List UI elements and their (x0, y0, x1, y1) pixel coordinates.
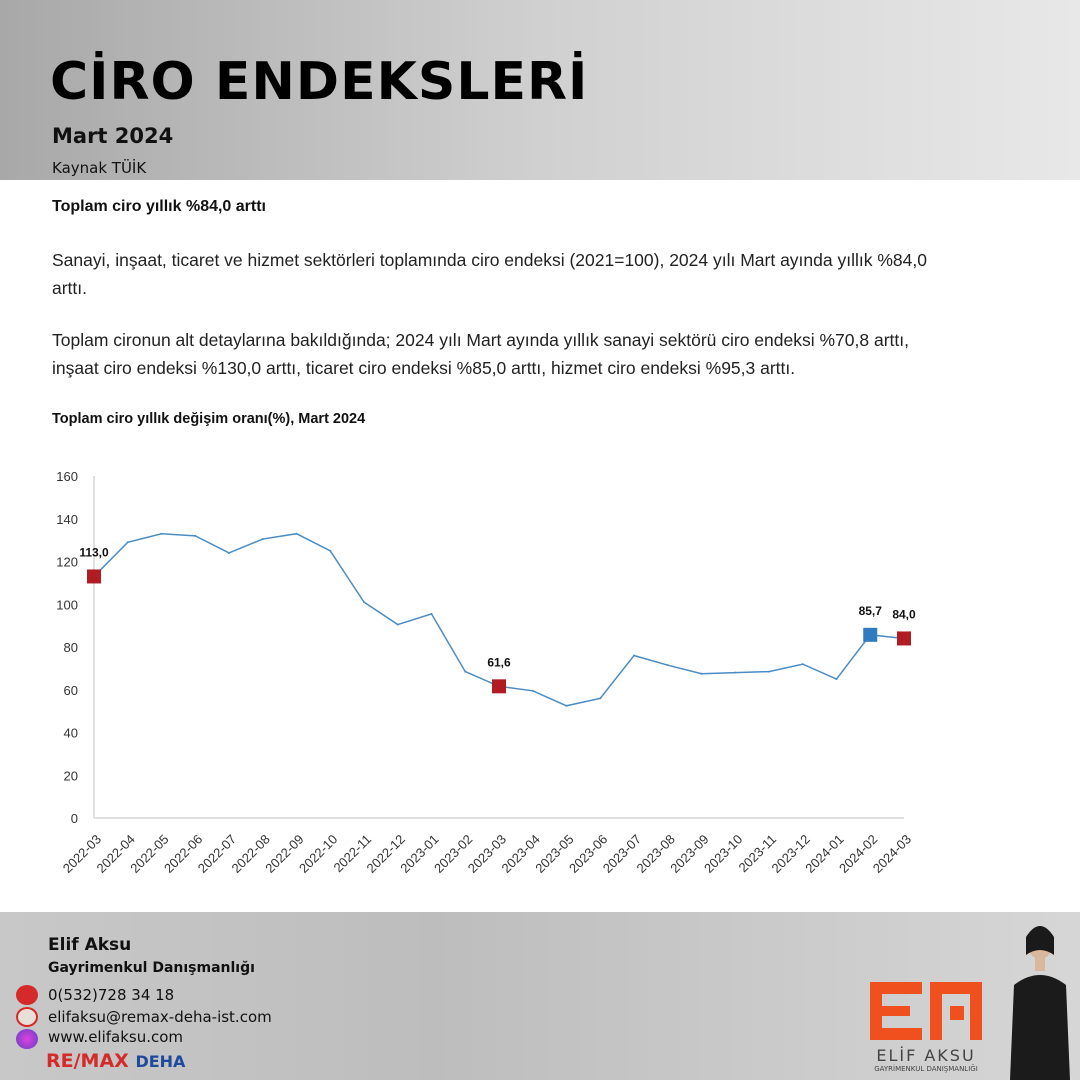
ea-monogram-icon (870, 982, 982, 1040)
data-point (700, 672, 703, 675)
data-point (126, 541, 129, 544)
email-icon (16, 1007, 38, 1027)
line-chart: 0204060801001201401602022-032022-042022-… (56, 469, 916, 876)
data-point (295, 532, 298, 535)
data-label: 61,6 (487, 655, 511, 669)
footer-banner (0, 912, 1080, 1080)
page-title: CİRO ENDEKSLERİ (50, 52, 589, 112)
y-tick-label: 120 (56, 555, 78, 570)
highlight-marker (492, 679, 506, 694)
data-point (734, 671, 737, 674)
data-point (599, 697, 602, 700)
source-label: Kaynak TÜİK (52, 159, 147, 177)
y-tick-label: 40 (64, 726, 78, 741)
highlight-marker (863, 627, 878, 642)
x-tick-label: 2024-03 (870, 832, 914, 876)
agent-photo (1010, 926, 1070, 1080)
remax-logo: RE/MAX DEHA (46, 1050, 186, 1072)
data-point (329, 549, 332, 552)
data-label: 85,7 (859, 604, 883, 618)
data-point (160, 532, 163, 535)
data-point (464, 670, 467, 673)
phone-number[interactable]: 0(532)728 34 18 (48, 986, 175, 1004)
highlight-marker (87, 569, 101, 584)
y-tick-label: 60 (64, 683, 78, 698)
data-label: 113,0 (79, 545, 109, 559)
data-point (228, 551, 230, 554)
chart-title: Toplam ciro yıllık değişim oranı(%), Mar… (52, 411, 366, 427)
data-point (565, 704, 568, 707)
data-point (430, 612, 433, 615)
y-tick-label: 80 (64, 640, 78, 655)
y-tick-label: 20 (64, 768, 78, 783)
page-subtitle: Mart 2024 (52, 124, 174, 148)
data-label: 84,0 (892, 607, 916, 621)
lead-heading: Toplam ciro yıllık %84,0 arttı (52, 198, 266, 215)
data-point (768, 670, 770, 673)
data-point (666, 664, 669, 667)
website-link[interactable]: www.elifaksu.com (48, 1028, 184, 1046)
y-tick-label: 100 (56, 597, 78, 612)
globe-icon (16, 1029, 38, 1049)
highlight-marker (897, 631, 911, 646)
data-point (531, 689, 534, 692)
agent-name: Elif Aksu (48, 935, 132, 955)
y-tick-label: 140 (56, 512, 78, 527)
data-point (396, 623, 399, 626)
email-address[interactable]: elifaksu@remax-deha-ist.com (48, 1008, 272, 1026)
data-point (261, 538, 264, 541)
agent-role: Gayrimenkul Danışmanlığı (48, 960, 255, 976)
data-point (363, 601, 365, 604)
data-point (633, 654, 635, 657)
data-point (801, 663, 804, 666)
y-tick-label: 0 (71, 811, 78, 826)
phone-icon (16, 985, 38, 1005)
paragraph-1: Sanayi, inşaat, ticaret ve hizmet sektör… (52, 250, 927, 298)
elif-aksu-logo: ELİF AKSU GAYRİMENKUL DANIŞMANLIĞI (862, 980, 990, 1073)
paragraph-2: Toplam cironun alt detaylarına bakıldığı… (52, 330, 909, 378)
header-banner (0, 0, 1080, 180)
data-point (835, 678, 838, 681)
y-tick-label: 160 (56, 469, 78, 484)
data-point (194, 534, 197, 537)
